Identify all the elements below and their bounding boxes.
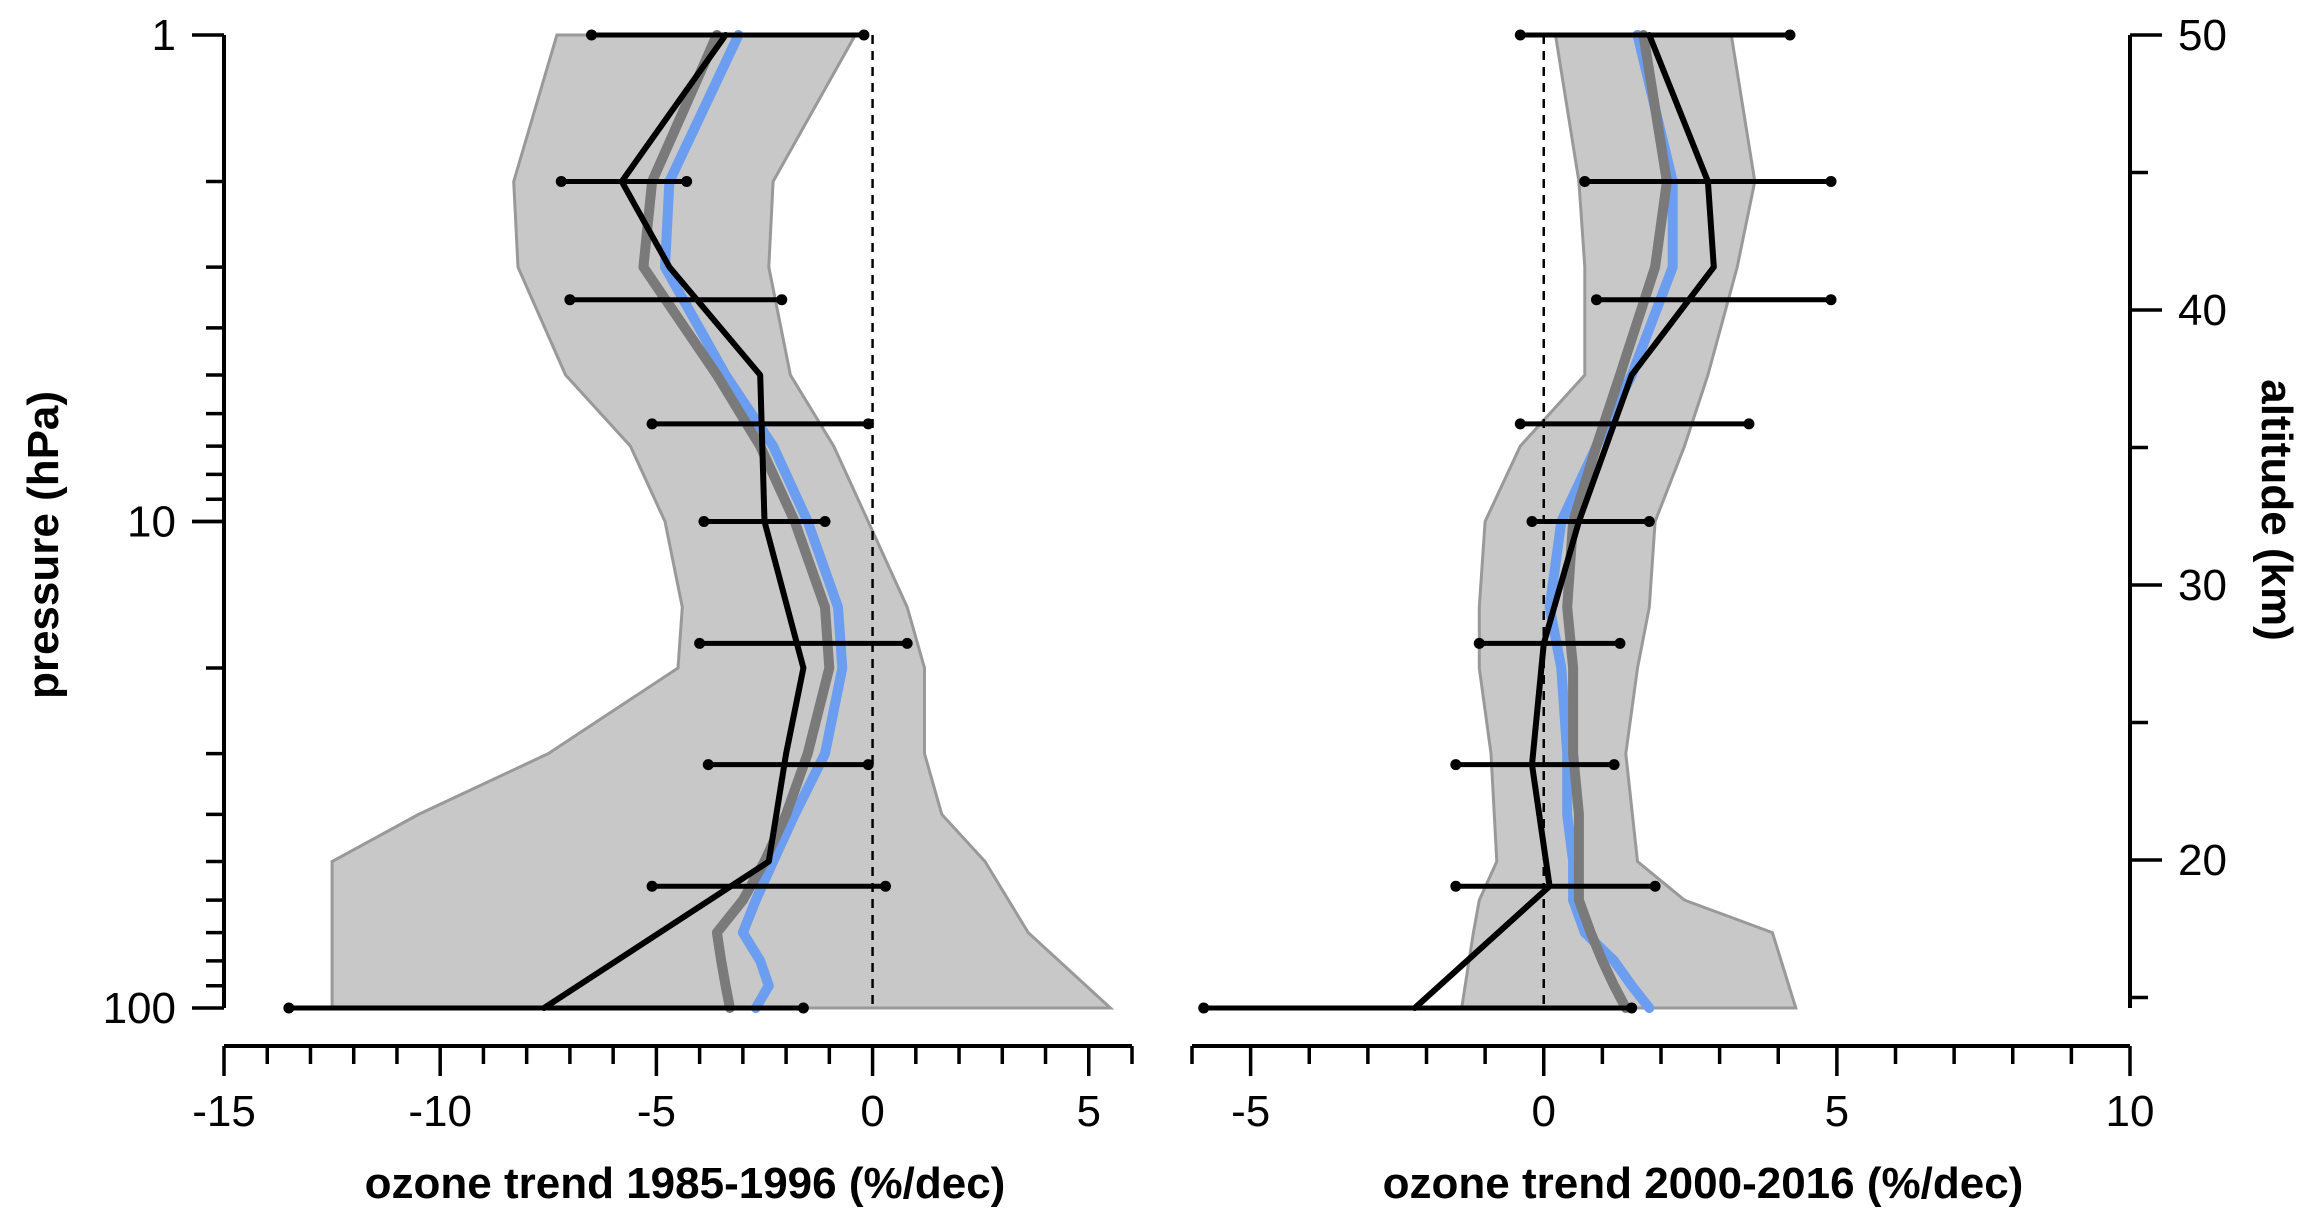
right-error-bar-cap — [1579, 175, 1591, 187]
right-y-tick-label: 20 — [2178, 836, 2227, 885]
left-x-axis-title: ozone trend 1985-1996 (%/dec) — [365, 1159, 1006, 1208]
right-y-tick-label: 40 — [2178, 286, 2227, 335]
right-error-bar-cap — [1526, 516, 1538, 527]
right-error-bar-cap — [1643, 516, 1655, 527]
right-series-gray — [1562, 30, 1672, 1013]
left-error-bar-cap — [564, 294, 576, 306]
right-y-tick-label: 30 — [2178, 561, 2227, 610]
right-error-bar-cap — [1825, 175, 1837, 187]
left-x-tick-label: 5 — [1077, 1087, 1101, 1136]
right-error-bar-cap — [1743, 418, 1755, 430]
right-error-bar-cap — [1514, 29, 1526, 41]
left-x-tick-label: 0 — [860, 1087, 884, 1136]
right-x-tick-label: -5 — [1231, 1087, 1270, 1136]
left-x-tick-label: -5 — [637, 1087, 676, 1136]
left-series-blue — [660, 30, 848, 1013]
right-error-bar-cap — [1608, 759, 1620, 771]
left-error-bar-cap — [283, 1002, 295, 1014]
left-y-tick-label: 1 — [152, 11, 176, 60]
left-error-bar-cap — [698, 516, 710, 527]
left-error-bar-cap — [646, 418, 658, 430]
right-error-bar-cap — [1649, 880, 1661, 892]
right-error-bar-cap — [1784, 29, 1796, 41]
right-error-bar-cap — [1198, 1002, 1210, 1014]
left-y-tick-label: 10 — [127, 498, 176, 547]
left-x-tick-label: -10 — [408, 1087, 472, 1136]
right-error-bar-cap — [1825, 294, 1837, 306]
left-error-bar-cap — [858, 29, 870, 41]
right-x-tick-label: 0 — [1532, 1087, 1556, 1136]
left-error-bar-cap — [901, 637, 913, 649]
left-error-bar-cap — [646, 880, 658, 892]
right-x-tick-label: 5 — [1825, 1087, 1849, 1136]
right-error-bar-cap — [1591, 294, 1603, 306]
left-error-bar-cap — [797, 1002, 809, 1014]
right-error-bar-cap — [1614, 637, 1626, 649]
axes: -15 -10 -5 0 5 -5 0 5 10 1 10 100 20 30 40 50 — [103, 11, 2227, 1136]
left-x-tick-label: -15 — [192, 1087, 256, 1136]
right-y-axis-title: altitude (km) — [2252, 379, 2301, 641]
left-series-gray — [638, 30, 835, 1013]
right-error-bar-cap — [1450, 759, 1462, 771]
right-x-tick-label: 10 — [2106, 1087, 2155, 1136]
right-error-bar-cap — [1473, 637, 1485, 649]
left-error-bar-cap — [702, 759, 714, 771]
left-error-bar-cap — [555, 175, 567, 187]
right-error-bar-cap — [1450, 880, 1462, 892]
left-error-bar-cap — [586, 29, 598, 41]
left-error-bar-cap — [681, 175, 693, 187]
right-x-axis-title: ozone trend 2000-2016 (%/dec) — [1383, 1159, 2024, 1208]
left-panel — [283, 29, 1115, 1014]
left-error-bar-cap — [880, 880, 892, 892]
right-error-bar-cap — [1514, 418, 1526, 430]
left-error-bar-cap — [819, 516, 831, 527]
right-error-bar-cap — [1626, 1002, 1638, 1014]
right-y-tick-label: 50 — [2178, 11, 2227, 60]
left-error-bar-cap — [776, 294, 788, 306]
left-error-bar-cap — [862, 759, 874, 771]
left-y-tick-label: 100 — [103, 984, 176, 1033]
left-error-bar-cap — [694, 637, 706, 649]
left-error-bar-cap — [862, 418, 874, 430]
right-panel — [1198, 29, 1837, 1014]
left-y-axis-title: pressure (hPa) — [19, 391, 68, 699]
